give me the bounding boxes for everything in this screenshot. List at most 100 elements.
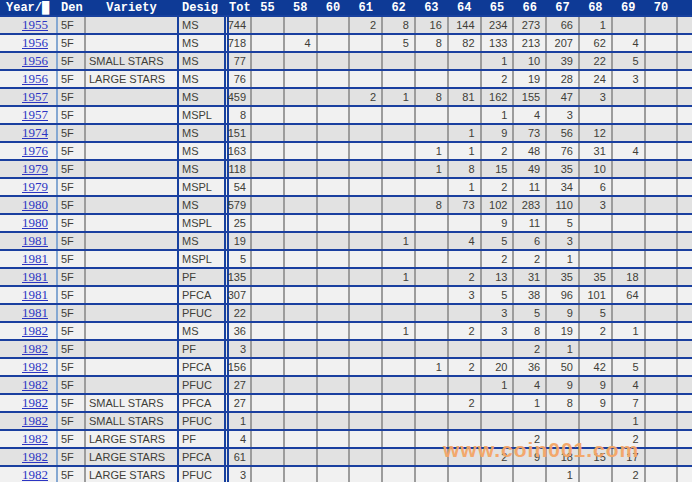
grade-cell-64: 73 bbox=[448, 196, 481, 214]
grade-cell-64 bbox=[448, 376, 481, 394]
grade-cell-70 bbox=[645, 430, 678, 448]
grade-cell-67: 110 bbox=[546, 196, 579, 214]
filler-cell bbox=[677, 448, 692, 466]
year-link[interactable]: 1981 bbox=[22, 233, 48, 248]
filler-cell bbox=[677, 340, 692, 358]
year-cell: 1957 bbox=[0, 106, 57, 124]
den-cell: 5F bbox=[57, 250, 85, 268]
year-link[interactable]: 1981 bbox=[22, 305, 48, 320]
year-link[interactable]: 1981 bbox=[22, 287, 48, 302]
year-link[interactable]: 1982 bbox=[22, 377, 48, 392]
filler-cell bbox=[677, 88, 692, 106]
year-link[interactable]: 1956 bbox=[22, 53, 48, 68]
grade-cell-65 bbox=[481, 412, 514, 430]
year-link[interactable]: 1979 bbox=[22, 179, 48, 194]
grade-cell-64 bbox=[448, 304, 481, 322]
year-link[interactable]: 1980 bbox=[22, 215, 48, 230]
year-link[interactable]: 1974 bbox=[22, 125, 48, 140]
grade-cell-65: 9 bbox=[481, 124, 514, 142]
grade-cell-70 bbox=[645, 268, 678, 286]
grade-cell-63 bbox=[415, 322, 448, 340]
grade-cell-63: 1 bbox=[415, 160, 448, 178]
grade-cell-55 bbox=[251, 286, 284, 304]
grade-cell-60 bbox=[317, 448, 350, 466]
grade-cell-64 bbox=[448, 448, 481, 466]
grade-cell-60 bbox=[317, 160, 350, 178]
grade-cell-65: 5 bbox=[481, 286, 514, 304]
grade-cell-61: 2 bbox=[349, 88, 382, 106]
grade-cell-68: 9 bbox=[579, 394, 612, 412]
den-cell: 5F bbox=[57, 196, 85, 214]
desig-cell: MS bbox=[178, 70, 225, 88]
year-link[interactable]: 1982 bbox=[22, 395, 48, 410]
grade-cell-65: 5 bbox=[481, 232, 514, 250]
desig-cell: PFCA bbox=[178, 286, 225, 304]
year-link[interactable]: 1982 bbox=[22, 323, 48, 338]
grade-cell-69: 1 bbox=[612, 412, 645, 430]
year-link[interactable]: 1956 bbox=[22, 71, 48, 86]
year-link[interactable]: 1981 bbox=[22, 269, 48, 284]
col-header-den: Den bbox=[57, 0, 85, 16]
year-link[interactable]: 1981 bbox=[22, 251, 48, 266]
year-link[interactable]: 1982 bbox=[22, 413, 48, 428]
col-header-grade-65: 65 bbox=[481, 0, 514, 16]
variety-cell bbox=[85, 268, 178, 286]
grade-cell-58 bbox=[284, 448, 317, 466]
variety-cell: SMALL STARS bbox=[85, 412, 178, 430]
grade-cell-65 bbox=[481, 430, 514, 448]
table-row: 19825FSMALL STARSPFUC11 bbox=[0, 412, 692, 430]
year-link[interactable]: 1982 bbox=[22, 467, 48, 482]
grade-cell-68 bbox=[579, 412, 612, 430]
grade-cell-70 bbox=[645, 106, 678, 124]
variety-cell: SMALL STARS bbox=[85, 394, 178, 412]
grade-cell-63 bbox=[415, 232, 448, 250]
year-link[interactable]: 1980 bbox=[22, 197, 48, 212]
filler-cell bbox=[677, 70, 692, 88]
year-link[interactable]: 1982 bbox=[22, 449, 48, 464]
year-link[interactable]: 1976 bbox=[22, 143, 48, 158]
table-row: 19765FMS1631124876314 bbox=[0, 142, 692, 160]
year-link[interactable]: 1979 bbox=[22, 161, 48, 176]
year-link[interactable]: 1955 bbox=[22, 17, 48, 32]
year-link[interactable]: 1982 bbox=[22, 431, 48, 446]
grade-cell-68 bbox=[579, 106, 612, 124]
grade-cell-66: 10 bbox=[513, 52, 546, 70]
year-cell: 1981 bbox=[0, 286, 57, 304]
grade-cell-64 bbox=[448, 214, 481, 232]
year-cell: 1974 bbox=[0, 124, 57, 142]
grade-cell-64: 82 bbox=[448, 34, 481, 52]
tot-cell: 156 bbox=[225, 358, 251, 376]
year-link[interactable]: 1982 bbox=[22, 359, 48, 374]
grade-cell-67: 66 bbox=[546, 16, 579, 34]
grade-cell-66: 273 bbox=[513, 16, 546, 34]
year-link[interactable]: 1957 bbox=[22, 107, 48, 122]
col-header-grade-61: 61 bbox=[349, 0, 382, 16]
grade-cell-68: 3 bbox=[579, 196, 612, 214]
grade-cell-69 bbox=[612, 178, 645, 196]
grade-cell-68: 62 bbox=[579, 34, 612, 52]
grade-cell-67: 9 bbox=[546, 304, 579, 322]
grade-cell-64: 1 bbox=[448, 142, 481, 160]
grade-cell-62 bbox=[382, 286, 415, 304]
grade-cell-67: 1 bbox=[546, 340, 579, 358]
table-row: 19825FMS3612381921 bbox=[0, 322, 692, 340]
den-cell: 5F bbox=[57, 394, 85, 412]
grade-cell-67: 1 bbox=[546, 250, 579, 268]
tot-cell: 163 bbox=[225, 142, 251, 160]
table-row: 19745FMS15119735612 bbox=[0, 124, 692, 142]
table-row: 19565FLARGE STARSMS7621928243 bbox=[0, 70, 692, 88]
grade-cell-65: 15 bbox=[481, 160, 514, 178]
year-link[interactable]: 1957 bbox=[22, 89, 48, 104]
grade-cell-64 bbox=[448, 430, 481, 448]
grade-cell-55 bbox=[251, 322, 284, 340]
year-link[interactable]: 1956 bbox=[22, 35, 48, 50]
year-cell: 1982 bbox=[0, 376, 57, 394]
grade-cell-62 bbox=[382, 178, 415, 196]
grade-cell-58 bbox=[284, 268, 317, 286]
grade-cell-58 bbox=[284, 142, 317, 160]
year-link[interactable]: 1982 bbox=[22, 341, 48, 356]
grade-cell-63 bbox=[415, 376, 448, 394]
grade-cell-65: 2 bbox=[481, 448, 514, 466]
grade-cell-55 bbox=[251, 16, 284, 34]
tot-cell: 76 bbox=[225, 70, 251, 88]
